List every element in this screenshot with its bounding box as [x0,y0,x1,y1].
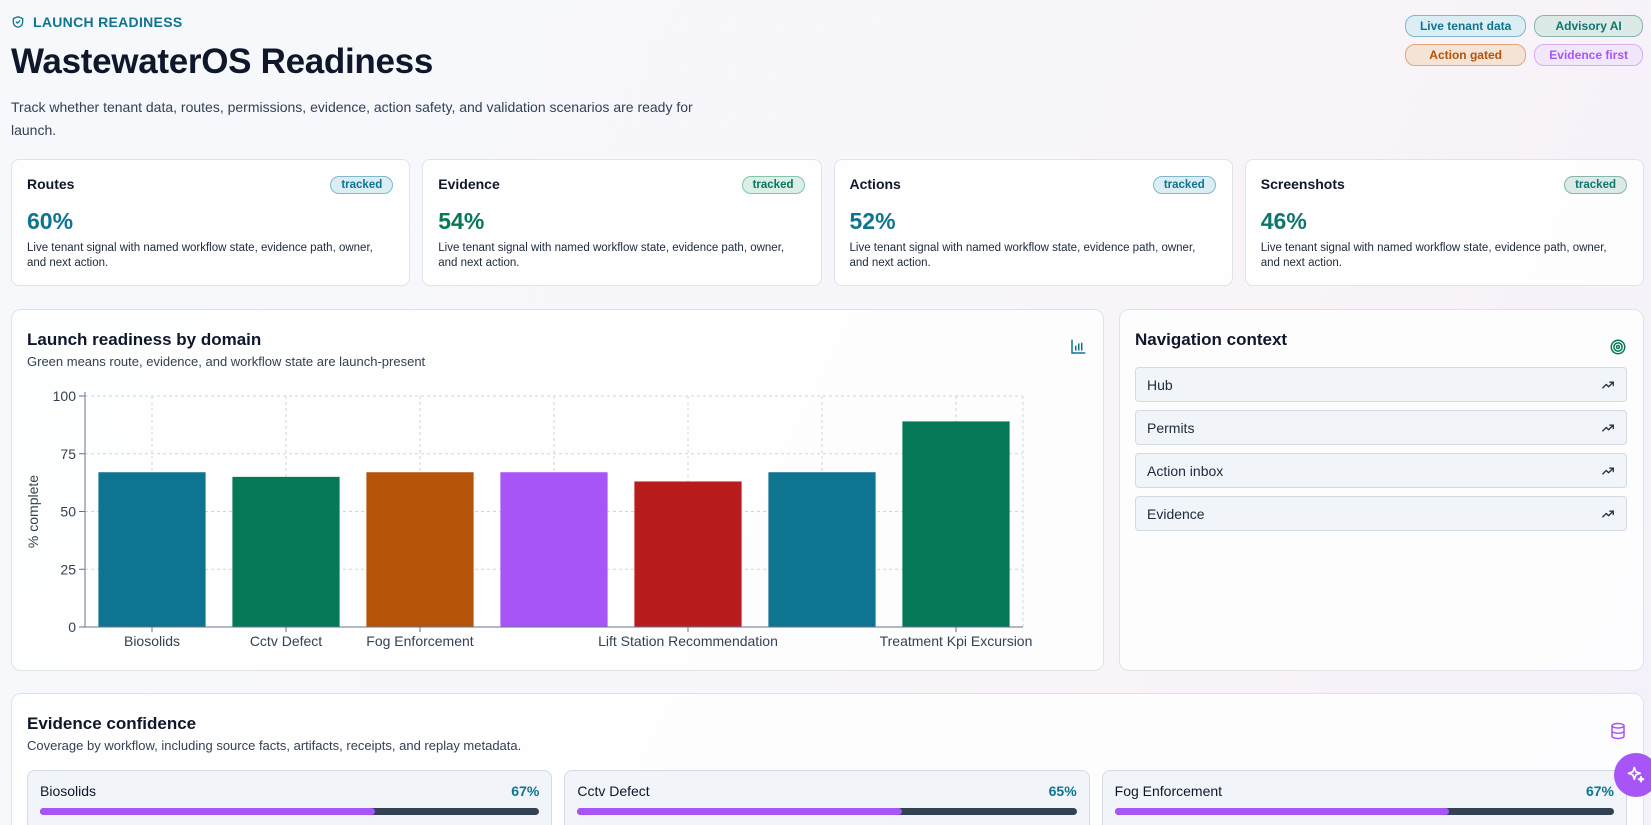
metric-description: Live tenant signal with named workflow s… [849,242,1196,269]
trending-up-icon [1602,509,1614,518]
bar-biosolids[interactable] [98,472,206,627]
badge-live-tenant-data: Live tenant data [1404,15,1527,37]
nav-item-action-inbox[interactable]: Action inbox [1135,453,1627,488]
bar-fog-enforcement[interactable] [366,472,474,627]
metric-label: Evidence [438,176,500,192]
metric-label: Actions [849,176,901,192]
metric-cards: Routes tracked 60% Live tenant signal with … [11,159,1644,286]
evidence-grid: Biosolids 67% Cctv Defect 65% Fog Enforcemen… [27,770,1627,825]
bar-domain-4[interactable] [500,472,608,627]
y-tick-label: 100 [53,388,77,404]
metric-label: Routes [27,176,75,192]
evidence-name: Fog Enforcement [1114,783,1223,799]
navigation-context-panel: Navigation context Hub Permits Action inbo… [1119,309,1644,671]
page-title: WastewaterOS Readiness [11,42,433,81]
evidence-progress-fill [1114,808,1450,815]
metric-description: Live tenant signal with named workflow s… [1260,242,1607,269]
nav-item-label: Evidence [1147,505,1205,522]
metric-card-screenshots[interactable]: Screenshots tracked 46% Live tenant signal … [1244,159,1644,286]
metric-value: 46% [1260,208,1307,234]
metric-card-evidence[interactable]: Evidence tracked 54% Live tenant signal wit… [422,159,822,286]
status-badges: Live tenant data Advisory AI Action gated E… [1404,15,1643,66]
nav-item-label: Hub [1147,376,1173,393]
evidence-subtitle: Coverage by workflow, including source f… [27,738,522,753]
evidence-confidence-panel: Evidence confidence Coverage by workflow… [11,693,1644,825]
metric-value: 52% [849,208,896,234]
trending-up-icon [1602,380,1614,389]
nav-item-permits[interactable]: Permits [1135,410,1627,445]
metric-card-actions[interactable]: Actions tracked 52% Live tenant signal with… [833,159,1233,286]
x-tick-label: Lift Station Recommendation [598,633,778,649]
evidence-card-cctv-defect[interactable]: Cctv Defect 65% [564,770,1090,825]
database-icon [1611,722,1625,740]
chart-subtitle: Green means route, evidence, and workflo… [27,354,426,369]
eyebrow: LAUNCH READINESS [11,14,731,30]
badge-advisory-ai: Advisory AI [1534,15,1643,37]
metric-description: Live tenant signal with named workflow s… [27,242,373,269]
chart-title: Launch readiness by domain [27,330,262,349]
evidence-card-biosolids[interactable]: Biosolids 67% [27,770,553,825]
y-tick-label: 50 [60,504,76,520]
y-axis-label: % complete [25,475,41,548]
evidence-card-fog-enforcement[interactable]: Fog Enforcement 67% [1101,770,1627,825]
x-tick-label: Cctv Defect [250,633,322,649]
evidence-name: Cctv Defect [577,783,650,799]
bar-treatment-kpi-excursion[interactable] [902,421,1010,627]
nav-title: Navigation context [1135,330,1288,349]
y-tick-label: 0 [68,619,76,635]
trending-up-icon [1602,423,1614,432]
assistant-fab[interactable] [1614,753,1651,797]
nav-item-evidence[interactable]: Evidence [1135,496,1627,531]
bar-lift-station-recommendation[interactable] [634,481,742,627]
bar-domain-6[interactable] [768,472,876,627]
nav-item-label: Action inbox [1147,462,1224,479]
y-tick-label: 25 [60,561,76,577]
evidence-percent: 67% [511,783,540,799]
badge-evidence-first: Evidence first [1534,44,1643,66]
evidence-progress-fill [40,808,375,815]
tracked-badge: tracked [1564,176,1627,194]
metric-value: 54% [438,208,485,234]
metric-label: Screenshots [1260,176,1345,192]
metric-card-routes[interactable]: Routes tracked 60% Live tenant signal with … [11,159,411,286]
evidence-progress-track [1114,808,1614,815]
bar-chart-icon[interactable] [1069,338,1087,356]
tracked-badge: tracked [330,176,394,194]
badge-action-gated: Action gated [1404,44,1527,66]
evidence-percent: 65% [1048,783,1077,799]
evidence-title: Evidence confidence [27,714,197,733]
metric-description: Live tenant signal with named workflow s… [438,242,785,269]
metric-value: 60% [27,208,74,234]
tracked-badge: tracked [741,176,805,194]
eyebrow-label: LAUNCH READINESS [33,14,183,30]
evidence-progress-fill [577,808,902,815]
evidence-name: Biosolids [40,783,97,799]
x-tick-label: Treatment Kpi Excursion [880,633,1033,649]
trending-up-icon [1602,466,1614,475]
page-subtitle: Track whether tenant data, routes, permi… [11,99,693,138]
x-tick-label: Fog Enforcement [366,633,473,649]
x-tick-label: Biosolids [124,633,180,649]
sparkles-icon [1627,766,1645,783]
nav-item-hub[interactable]: Hub [1135,367,1627,402]
evidence-progress-track [577,808,1077,815]
bar-cctv-defect[interactable] [232,476,340,627]
y-tick-label: 75 [60,446,76,462]
nav-item-label: Permits [1147,419,1195,436]
shield-check-icon [12,16,24,28]
evidence-percent: 67% [1585,783,1614,799]
page-header: LAUNCH READINESS WastewaterOS Readiness … [11,14,731,142]
evidence-progress-track [40,808,540,815]
readiness-chart-panel: 0 25 50 75 100 Biosolids Cctv Defect Fog Enforc… [11,309,1104,671]
tracked-badge: tracked [1152,176,1216,194]
readiness-bar-chart: 0 25 50 75 100 Biosolids Cctv Defect Fog Enforc… [25,388,1033,649]
target-icon [1610,339,1626,355]
nav-list: Hub Permits Action inbox Evidence [1135,367,1627,539]
